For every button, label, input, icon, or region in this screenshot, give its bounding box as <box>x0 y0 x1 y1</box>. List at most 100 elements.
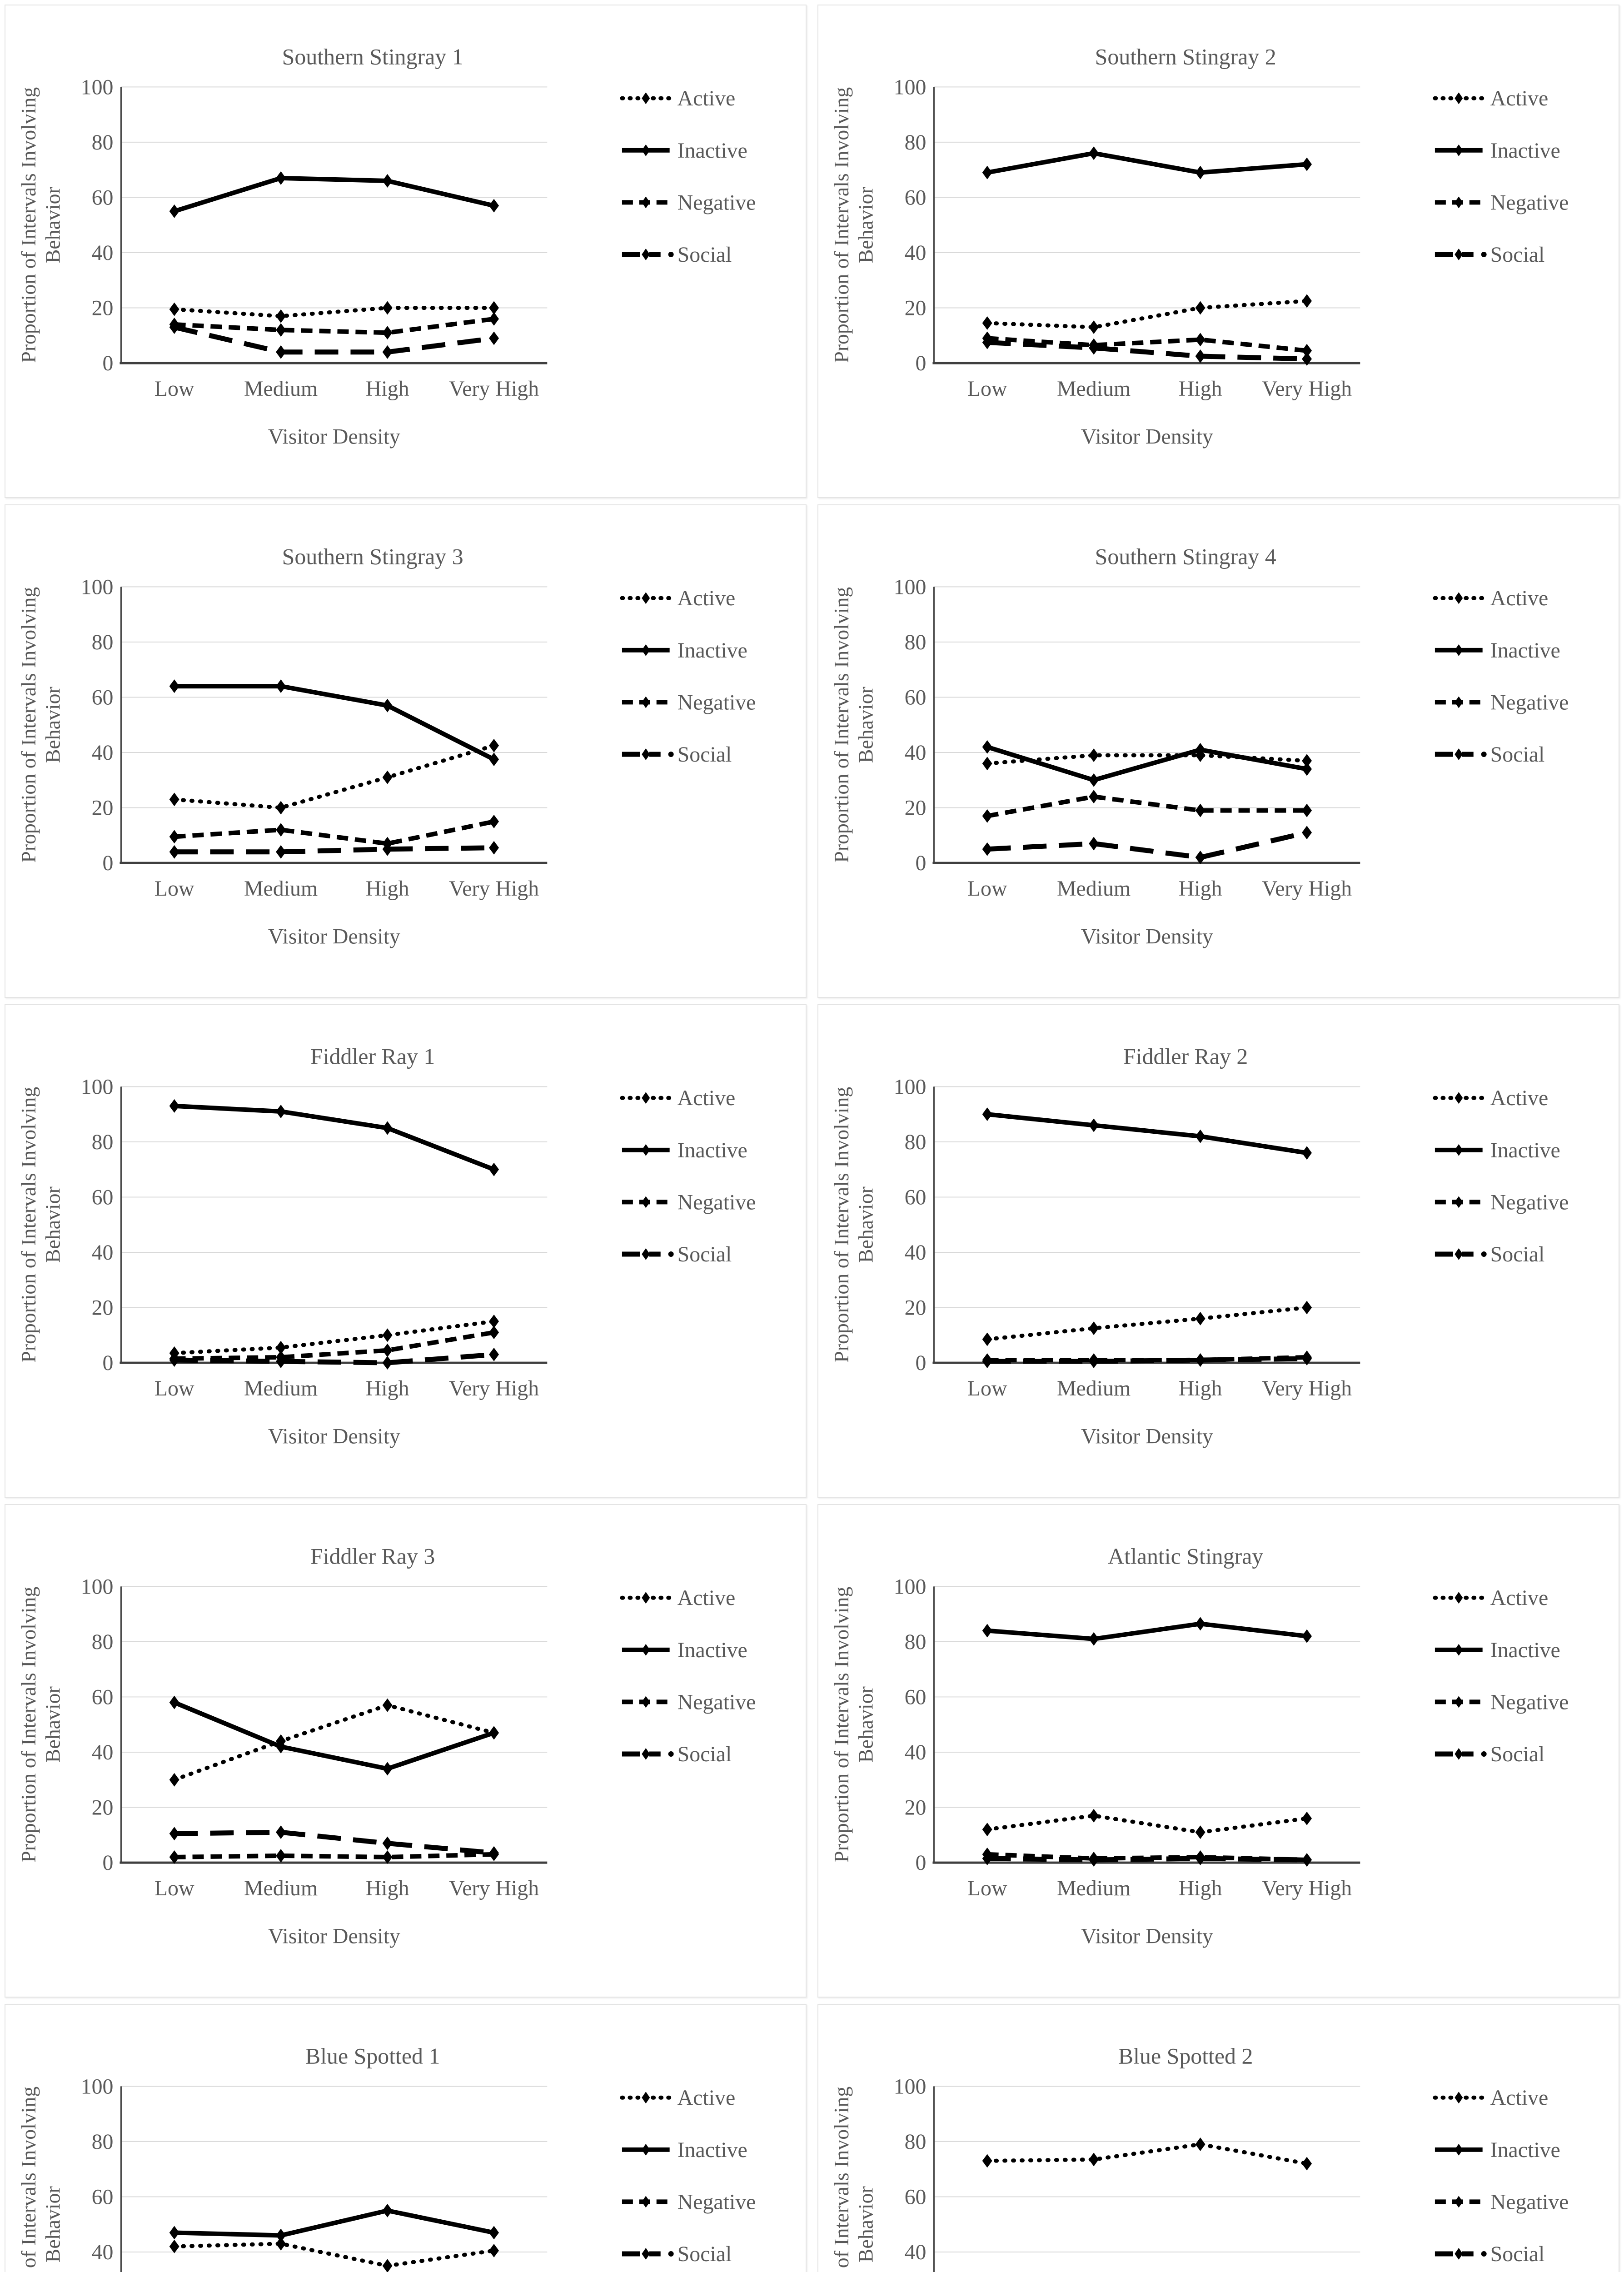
x-tick-label: Very High <box>449 377 539 401</box>
legend-social-marker <box>642 2248 650 2260</box>
series-social-marker <box>276 1355 286 1368</box>
chart-svg-southern-stingray-1: 0 20 40 60 80 100 Low Medium High Very High Southe… <box>17 45 756 449</box>
series-inactive-marker <box>382 1121 393 1135</box>
legend-negative-marker <box>642 196 650 209</box>
chart-title: Fiddler Ray 2 <box>1123 1044 1248 1069</box>
svg-text:Proportion of Intervals Involv: Proportion of Intervals InvolvingBehavio… <box>830 1587 877 1863</box>
y-tick-label: 60 <box>92 1685 114 1709</box>
chart-title: Fiddler Ray 3 <box>310 1544 435 1569</box>
legend-label: Social <box>677 243 732 267</box>
y-tick-label: 60 <box>905 1685 927 1709</box>
series-social-line <box>987 1356 1307 1364</box>
chart-title: Fiddler Ray 1 <box>310 1044 435 1069</box>
series-inactive-marker <box>1302 157 1312 171</box>
legend-social-marker <box>642 249 650 260</box>
y-tick-label: 60 <box>92 685 114 709</box>
y-axis-title: Proportion of Intervals InvolvingBehavio… <box>830 2087 877 2272</box>
legend-label: Inactive <box>677 1638 747 1662</box>
series-inactive-line <box>174 684 495 762</box>
legend-item-social: Social <box>1435 243 1544 267</box>
series-inactive-line <box>986 151 1307 175</box>
legend-item-social: Social <box>622 243 732 267</box>
series-inactive-marker <box>1195 1617 1206 1631</box>
series-social-marker <box>1089 341 1099 355</box>
series-social-marker <box>489 1347 499 1361</box>
legend-item-social: Social <box>1435 1742 1544 1766</box>
legend-social-marker <box>1455 1748 1463 1760</box>
series-active-marker <box>276 309 286 323</box>
x-tick-label: Very High <box>1262 377 1352 401</box>
series-negative-marker <box>489 312 499 326</box>
legend-label: Negative <box>677 690 756 714</box>
series-active-marker <box>1195 301 1206 315</box>
legend-label: Social <box>677 1242 732 1266</box>
legend-social-dot <box>668 251 674 257</box>
series-active-marker <box>1195 1825 1206 1839</box>
series-active-marker <box>489 2244 499 2257</box>
series-social-marker <box>1089 1853 1099 1867</box>
legend-inactive-marker <box>642 644 650 656</box>
series-social-marker <box>169 1353 179 1367</box>
series-negative-marker <box>1089 790 1099 804</box>
legend-label: Inactive <box>677 2138 747 2162</box>
svg-text:Proportion of Intervals Involv: Proportion of Intervals InvolvingBehavio… <box>830 2087 877 2272</box>
series-social-marker <box>489 841 499 855</box>
chart-svg-fiddler-ray-3: 0 20 40 60 80 100 Low Medium High Very High Fiddle… <box>17 1544 756 1948</box>
series-inactive-line <box>173 1700 495 1771</box>
y-tick-label: 80 <box>92 1630 114 1654</box>
legend-active-marker <box>642 1092 650 1104</box>
series-inactive-marker <box>276 1739 286 1754</box>
svg-text:Proportion of Intervals Involv: Proportion of Intervals InvolvingBehavio… <box>17 1087 65 1363</box>
series-social-line <box>174 1829 494 1856</box>
x-axis-title: Visitor Density <box>268 1424 400 1448</box>
series-inactive-marker <box>276 679 286 693</box>
y-tick-label: 20 <box>905 296 927 320</box>
series-negative-line <box>174 1330 494 1361</box>
x-tick-label: Very High <box>1262 1376 1352 1400</box>
legend-active-marker <box>642 2092 650 2104</box>
svg-text:Proportion of Intervals Involv: Proportion of Intervals InvolvingBehavio… <box>17 1587 65 1863</box>
legend-social-dot <box>1481 1751 1487 1757</box>
x-axis-title: Visitor Density <box>268 924 400 948</box>
legend-social-marker <box>642 748 650 760</box>
series-social-marker <box>276 845 286 859</box>
series-negative-marker <box>169 830 179 844</box>
series-inactive-marker <box>1195 1129 1206 1143</box>
legend-label: Negative <box>677 190 756 214</box>
series-negative-marker <box>1195 333 1206 347</box>
x-tick-label: Very High <box>449 1876 539 1900</box>
series-inactive-marker <box>169 204 179 218</box>
series-active-marker <box>1195 2137 1206 2151</box>
series-inactive-marker <box>982 1107 992 1121</box>
y-tick-label: 60 <box>905 1185 927 1209</box>
series-active-marker <box>982 316 992 330</box>
legend-label: Inactive <box>677 1138 747 1162</box>
series-negative-marker <box>1195 803 1206 817</box>
legend-social-marker <box>642 1248 650 1260</box>
legend-item-negative: Negative <box>1435 2190 1569 2214</box>
y-tick-label: 100 <box>81 2074 114 2098</box>
x-tick-label: Medium <box>1057 1376 1131 1400</box>
series-negative-marker <box>382 1850 393 1864</box>
series-active-marker <box>982 1332 992 1346</box>
x-tick-label: High <box>366 1876 409 1900</box>
svg-text:Proportion of Intervals Involv: Proportion of Intervals InvolvingBehavio… <box>830 1087 877 1363</box>
series-active-line <box>985 299 1309 329</box>
y-axis-title: Proportion of Intervals InvolvingBehavio… <box>830 587 877 863</box>
legend-active-marker <box>1455 1592 1463 1604</box>
x-tick-label: High <box>1179 377 1222 401</box>
series-negative-marker <box>169 1850 179 1864</box>
series-active-line <box>172 1703 496 1782</box>
legend-social-marker <box>1455 748 1463 760</box>
legend-label: Active <box>1490 1586 1549 1610</box>
x-tick-label: High <box>1179 877 1222 901</box>
series-inactive-line <box>174 2208 495 2238</box>
series-inactive-marker <box>1089 1118 1099 1132</box>
y-tick-label: 100 <box>81 1574 114 1599</box>
legend-item-active: Active <box>620 1586 735 1610</box>
legend-negative-marker <box>1455 1696 1463 1708</box>
legend-label: Active <box>1490 1086 1549 1110</box>
x-tick-label: Very High <box>449 1376 539 1400</box>
legend-item-active: Active <box>1433 1586 1549 1610</box>
y-tick-label: 100 <box>81 575 114 599</box>
